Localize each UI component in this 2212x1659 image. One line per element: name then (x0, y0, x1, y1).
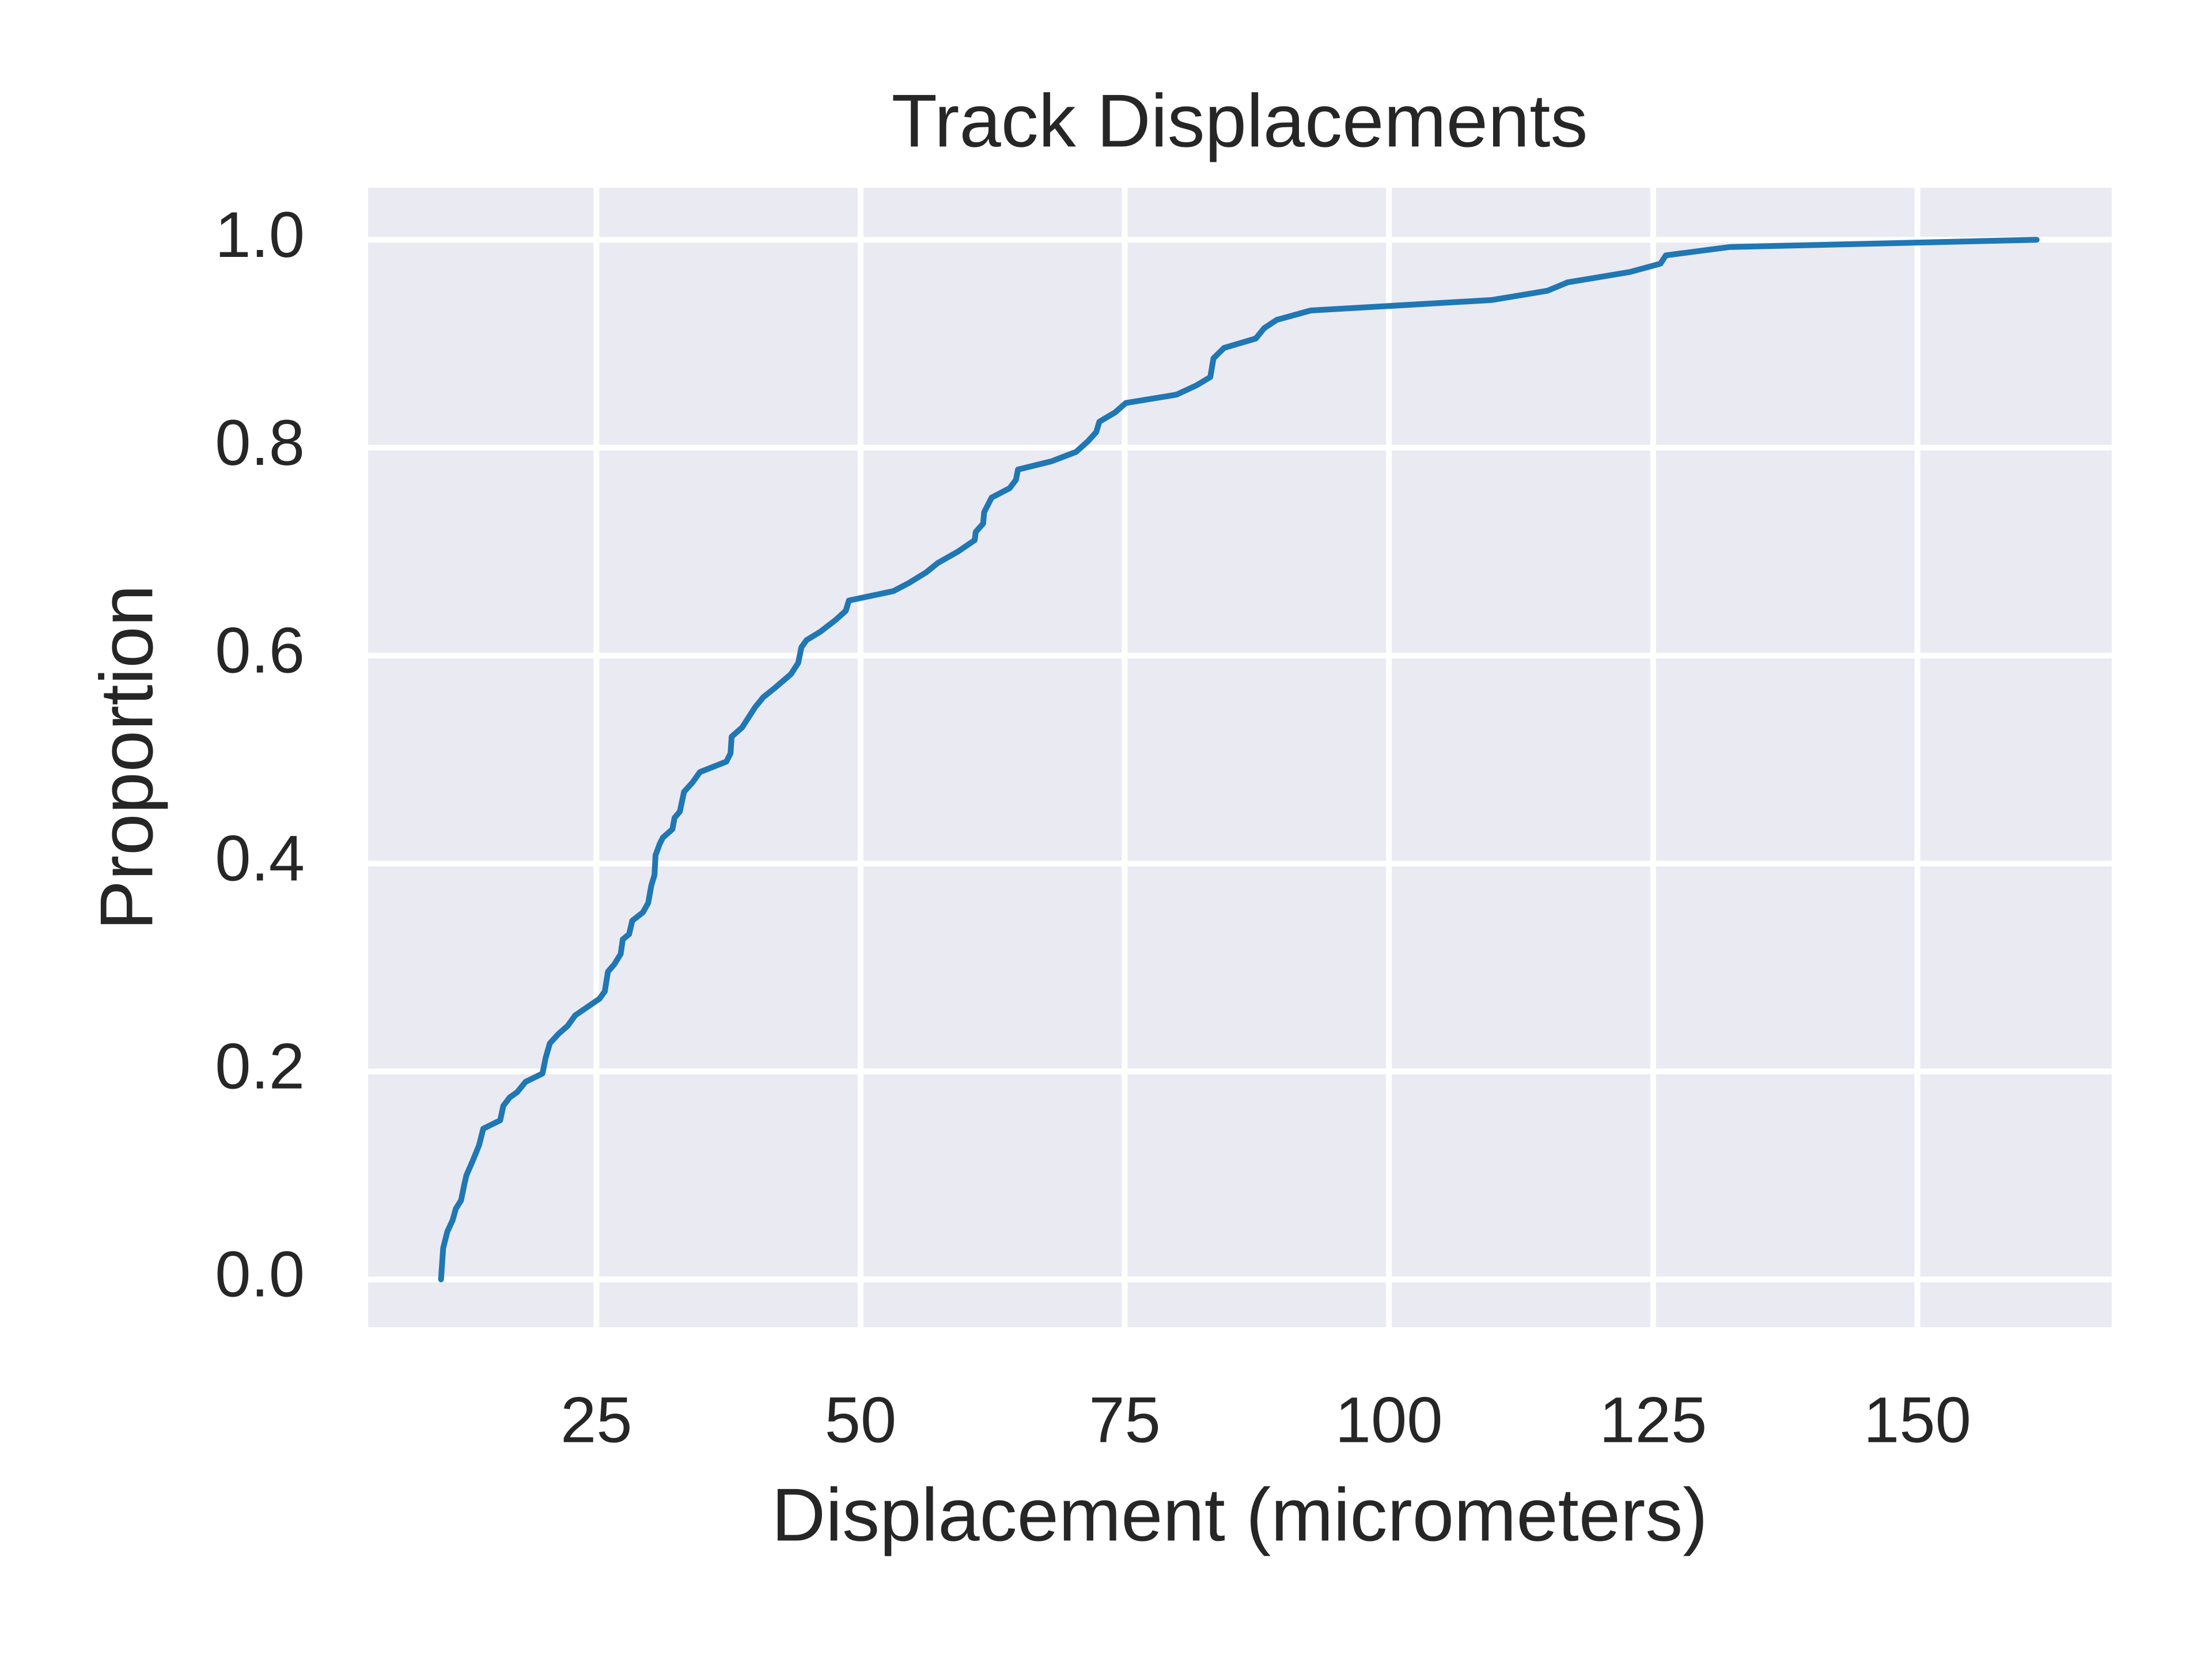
y-tick-label: 0.6 (215, 615, 305, 687)
x-tick-label: 75 (1089, 1384, 1161, 1456)
x-tick-label: 50 (825, 1384, 897, 1456)
y-axis-label: Proportion (84, 585, 168, 930)
y-tick-label: 0.2 (215, 1031, 305, 1103)
x-tick-label: 125 (1599, 1384, 1707, 1456)
y-tick-label: 0.8 (215, 407, 305, 479)
chart-title: Track Displacements (892, 78, 1588, 162)
plot-area (368, 188, 2112, 1327)
y-tick-label: 0.0 (215, 1238, 305, 1310)
ecdf-line (438, 237, 2040, 1282)
y-tick-label: 0.4 (215, 823, 305, 895)
x-tick-label: 25 (560, 1384, 632, 1456)
x-tick-label: 150 (1863, 1384, 1971, 1456)
x-tick-label: 100 (1335, 1384, 1443, 1456)
y-tick-label: 1.0 (215, 199, 305, 271)
x-axis-label: Displacement (micrometers) (771, 1472, 1707, 1556)
